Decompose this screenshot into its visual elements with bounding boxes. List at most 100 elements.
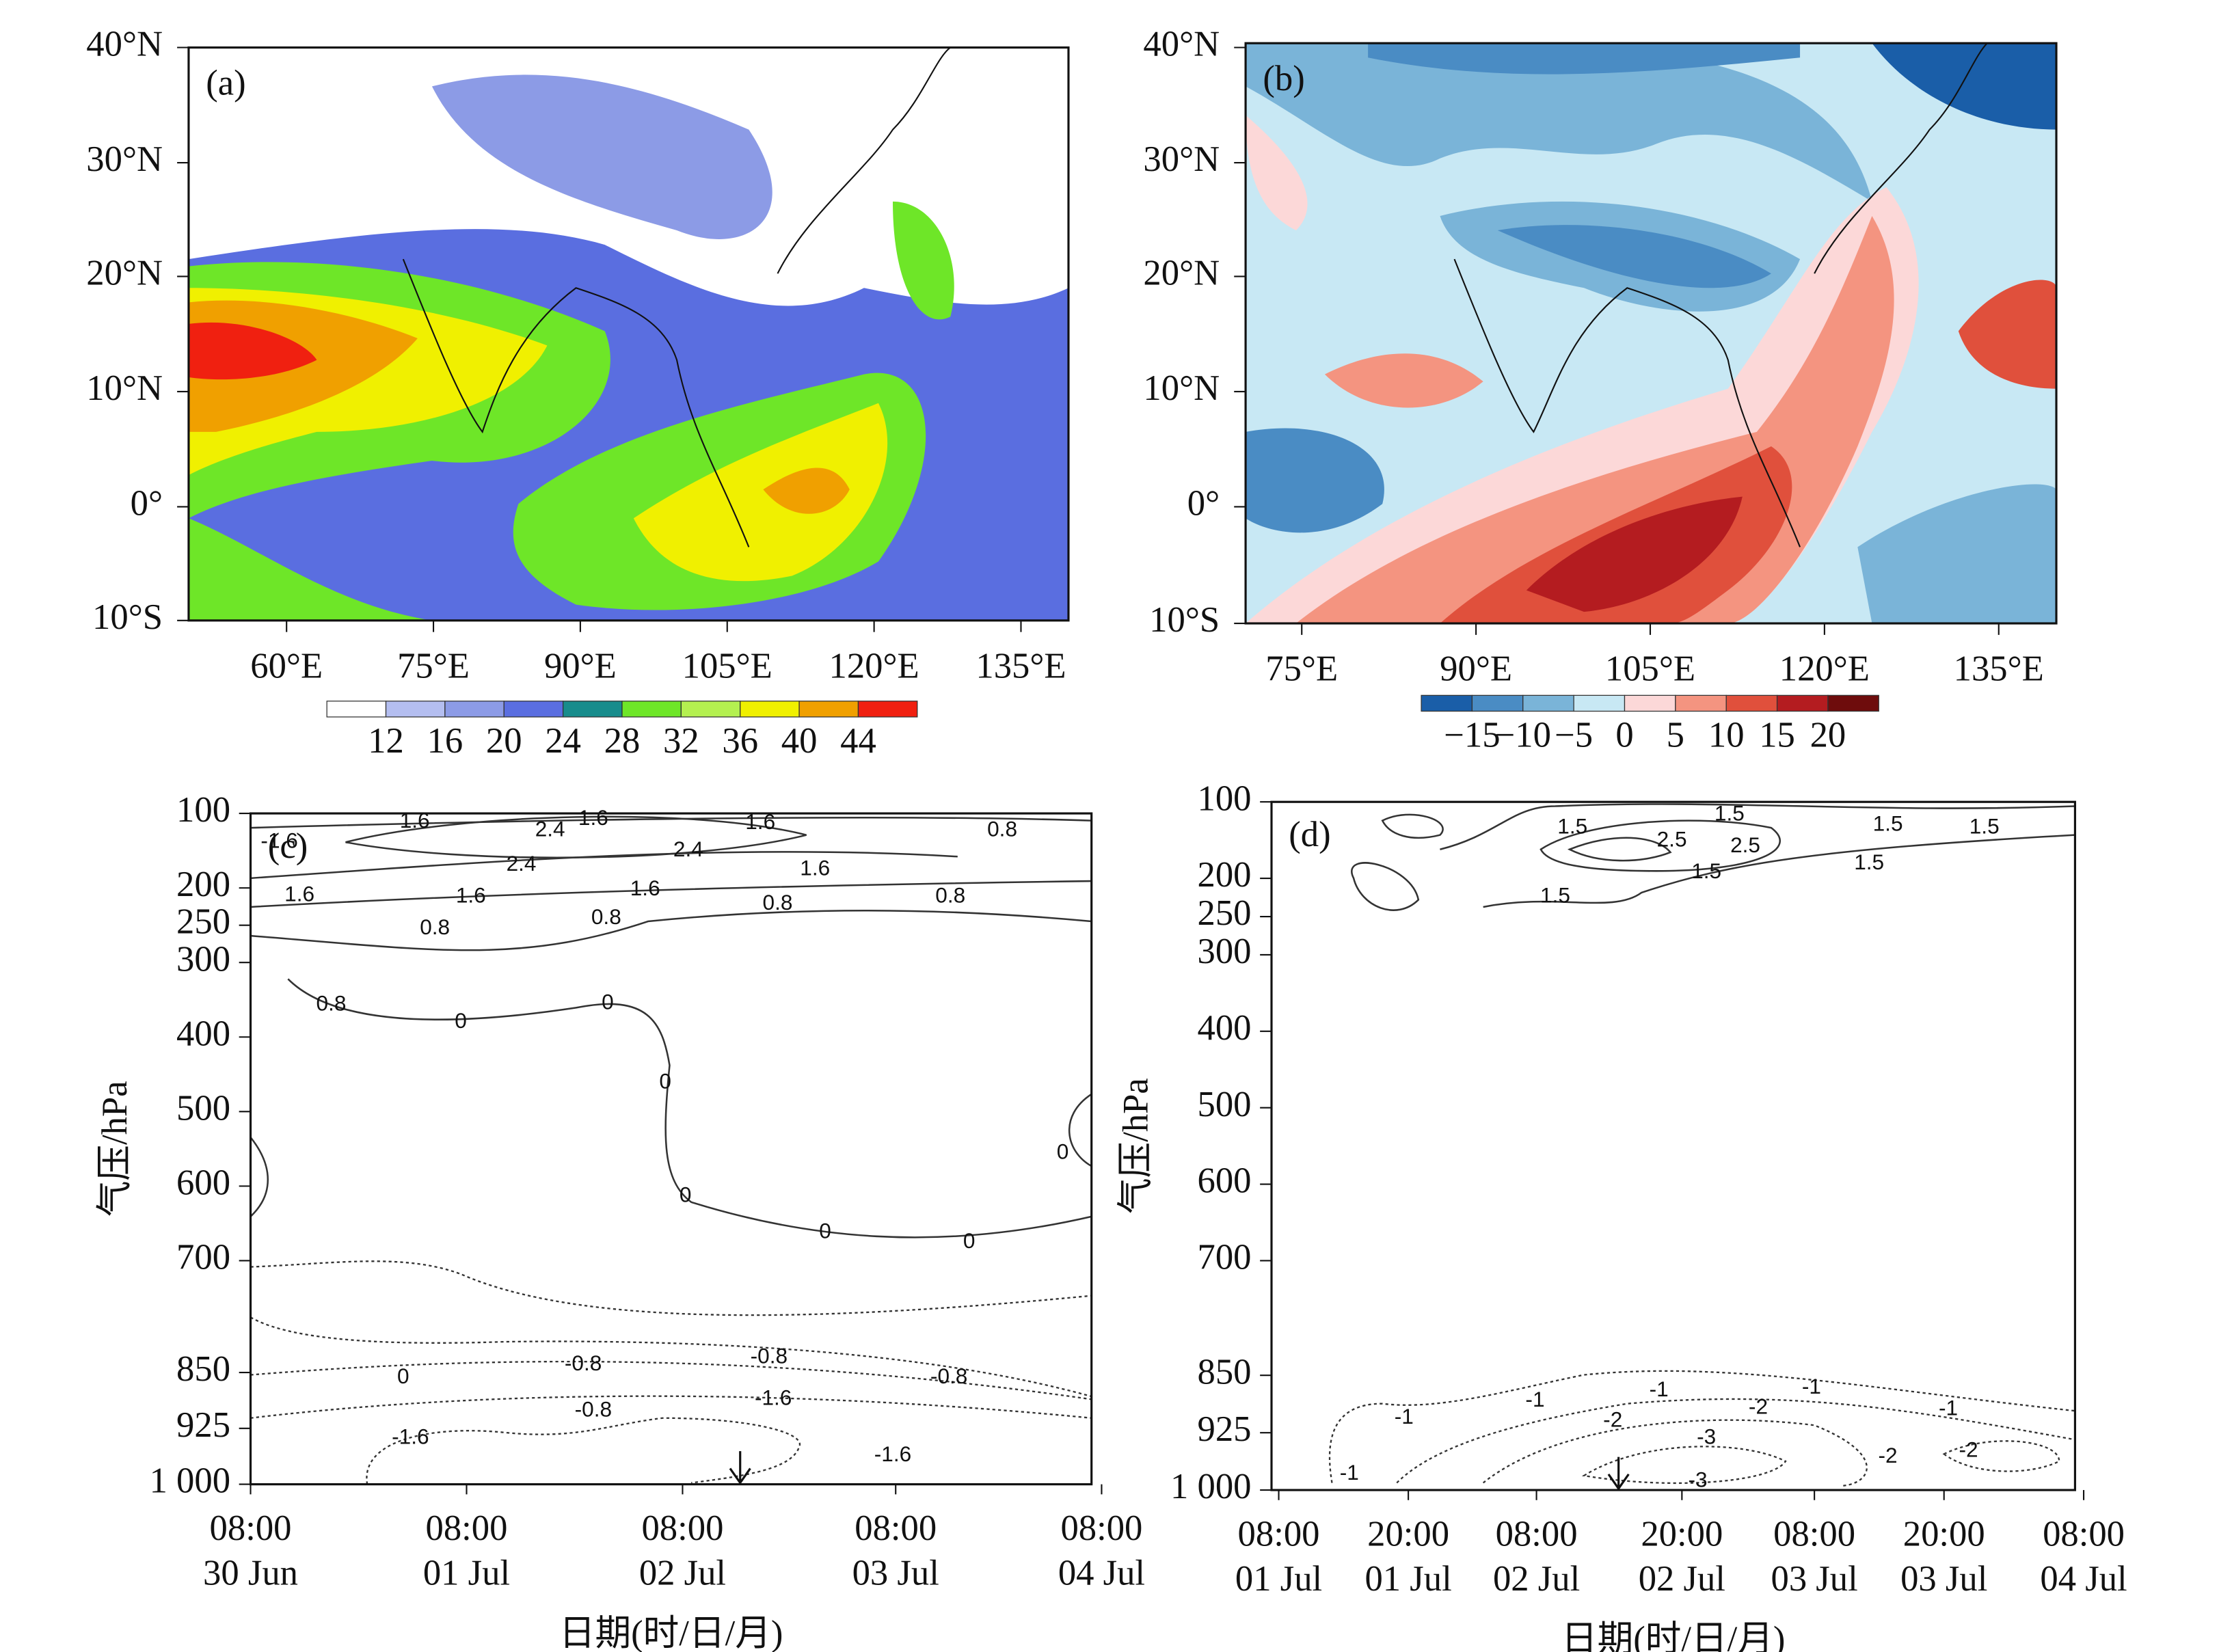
contour-label: -2: [1603, 1407, 1622, 1431]
lon-tick-label: 105°E: [682, 647, 772, 686]
x-tick-date: 02 Jul: [639, 1553, 726, 1593]
colorbar-box: [1776, 694, 1829, 712]
y-tick-label: 925: [176, 1405, 230, 1445]
colorbar-label: 24: [545, 721, 581, 761]
contour-label: -0.8: [751, 1344, 788, 1368]
x-tick-time: 20:00: [1903, 1515, 1985, 1554]
x-tick-date: 03 Jul: [1771, 1559, 1858, 1599]
contour-label: 1.5: [1854, 850, 1884, 874]
lon-tick-label: 135°E: [976, 647, 1066, 686]
contour-label: 0: [680, 1182, 692, 1207]
colorbar-box: [1675, 694, 1727, 712]
colorbar-box: [1624, 694, 1676, 712]
contour-label: -3: [1688, 1467, 1707, 1492]
x-tick-date: 02 Jul: [1493, 1559, 1580, 1599]
contour-label: 0.8: [763, 890, 793, 915]
y-tick-label: 300: [1198, 932, 1252, 971]
contour-label: -1: [1395, 1404, 1414, 1428]
event-arrow: [729, 1451, 751, 1485]
colorbar-box: [740, 701, 800, 718]
colorbar-box: [1471, 694, 1524, 712]
colorbar-label: 32: [663, 721, 699, 761]
contour-label: -0.8: [930, 1364, 967, 1388]
x-tick-date: 01 Jul: [1235, 1559, 1322, 1599]
lat-tick-label: 20°N: [86, 253, 163, 293]
x-tick-time: 08:00: [1060, 1508, 1142, 1548]
x-tick-time: 20:00: [1641, 1515, 1723, 1554]
contour-label: 0: [963, 1228, 976, 1253]
lon-tick-label: 60°E: [250, 647, 323, 686]
y-tick-label: 600: [176, 1163, 230, 1202]
y-tick-label: 1 000: [150, 1461, 230, 1501]
colorbar-box: [680, 701, 741, 718]
panel-label: (a): [206, 63, 245, 103]
lat-tick-label: 10°N: [1143, 368, 1220, 408]
contour-label: 1.6: [284, 881, 314, 906]
x-tick-date: 04 Jul: [1058, 1553, 1145, 1593]
colorbar-label: 12: [368, 721, 404, 761]
contour-label: -1.6: [755, 1385, 792, 1410]
y-tick-label: 100: [1198, 778, 1252, 818]
contour-label: 0: [602, 989, 614, 1014]
colorbar-box: [385, 701, 446, 718]
panel-label: (b): [1263, 59, 1304, 98]
colorbar-label: 40: [781, 721, 818, 761]
x-tick-time: 08:00: [855, 1508, 937, 1548]
contour-label: 1.6: [456, 883, 486, 908]
y-tick-label: 700: [176, 1238, 230, 1277]
x-tick-time: 08:00: [1238, 1515, 1320, 1554]
contour-label: 2.4: [673, 837, 703, 861]
colorbar-label: 15: [1759, 716, 1795, 755]
x-tick-time: 08:00: [2043, 1515, 2125, 1554]
contour-label: -3: [1697, 1424, 1716, 1449]
contour-label: 1.6: [400, 808, 430, 832]
colorbar-box: [857, 701, 918, 718]
contour-label: 0.8: [591, 904, 621, 929]
contour-label: 1.6: [578, 805, 608, 830]
colorbar-label: 20: [486, 721, 522, 761]
colorbar-label: 44: [840, 721, 876, 761]
contour-label: 1.6: [630, 876, 660, 900]
lon-tick-label: 75°E: [397, 647, 470, 686]
lat-tick-label: 10°S: [1149, 600, 1220, 640]
x-tick-time: 08:00: [1496, 1515, 1578, 1554]
contour-label: -2: [1959, 1437, 1978, 1462]
y-tick-label: 1 000: [1170, 1467, 1251, 1506]
contour-label: 1.5: [1557, 813, 1587, 838]
x-tick-date: 03 Jul: [852, 1553, 939, 1593]
y-tick-label: 500: [1198, 1085, 1252, 1124]
contour-label: 0.8: [420, 915, 450, 939]
y-tick-label: 700: [1198, 1238, 1252, 1277]
contour-label: -0.8: [565, 1351, 602, 1375]
x-tick-date: 01 Jul: [1364, 1559, 1451, 1599]
contour-label: 1.5: [1691, 858, 1721, 883]
map-b: [1246, 43, 2057, 624]
colorbar-label: 5: [1667, 716, 1684, 755]
x-tick-time: 08:00: [210, 1508, 292, 1548]
panel-label: (d): [1289, 815, 1330, 854]
plot-c-frame: [249, 812, 1093, 1486]
event-arrow: [1607, 1457, 1630, 1491]
contour-label: 2.4: [507, 851, 537, 876]
lat-tick-label: 0°: [131, 484, 163, 524]
map-a: [188, 47, 1068, 621]
colorbar-label: 28: [604, 721, 641, 761]
y-tick-label: 600: [1198, 1161, 1252, 1201]
contour-label: 0: [455, 1008, 467, 1033]
contours-c: [250, 815, 1092, 1485]
colorbar-label: −15: [1444, 716, 1500, 755]
contour-label: 0: [659, 1068, 671, 1093]
contour-label: -2: [1879, 1443, 1898, 1467]
contour-label: -1.6: [392, 1424, 429, 1449]
contour-label: -1: [1802, 1374, 1821, 1398]
lon-tick-label: 75°E: [1265, 649, 1338, 689]
lon-tick-label: 120°E: [1779, 649, 1870, 689]
y-tick-label: 300: [176, 939, 230, 979]
y-axis-label: 气压/hPa: [95, 1081, 135, 1217]
y-axis-label: 气压/hPa: [1116, 1078, 1155, 1214]
contour-label: 1.6: [745, 809, 775, 834]
y-tick-label: 200: [176, 865, 230, 904]
colorbar-label: 16: [427, 721, 463, 761]
y-tick-label: 250: [1198, 893, 1252, 933]
